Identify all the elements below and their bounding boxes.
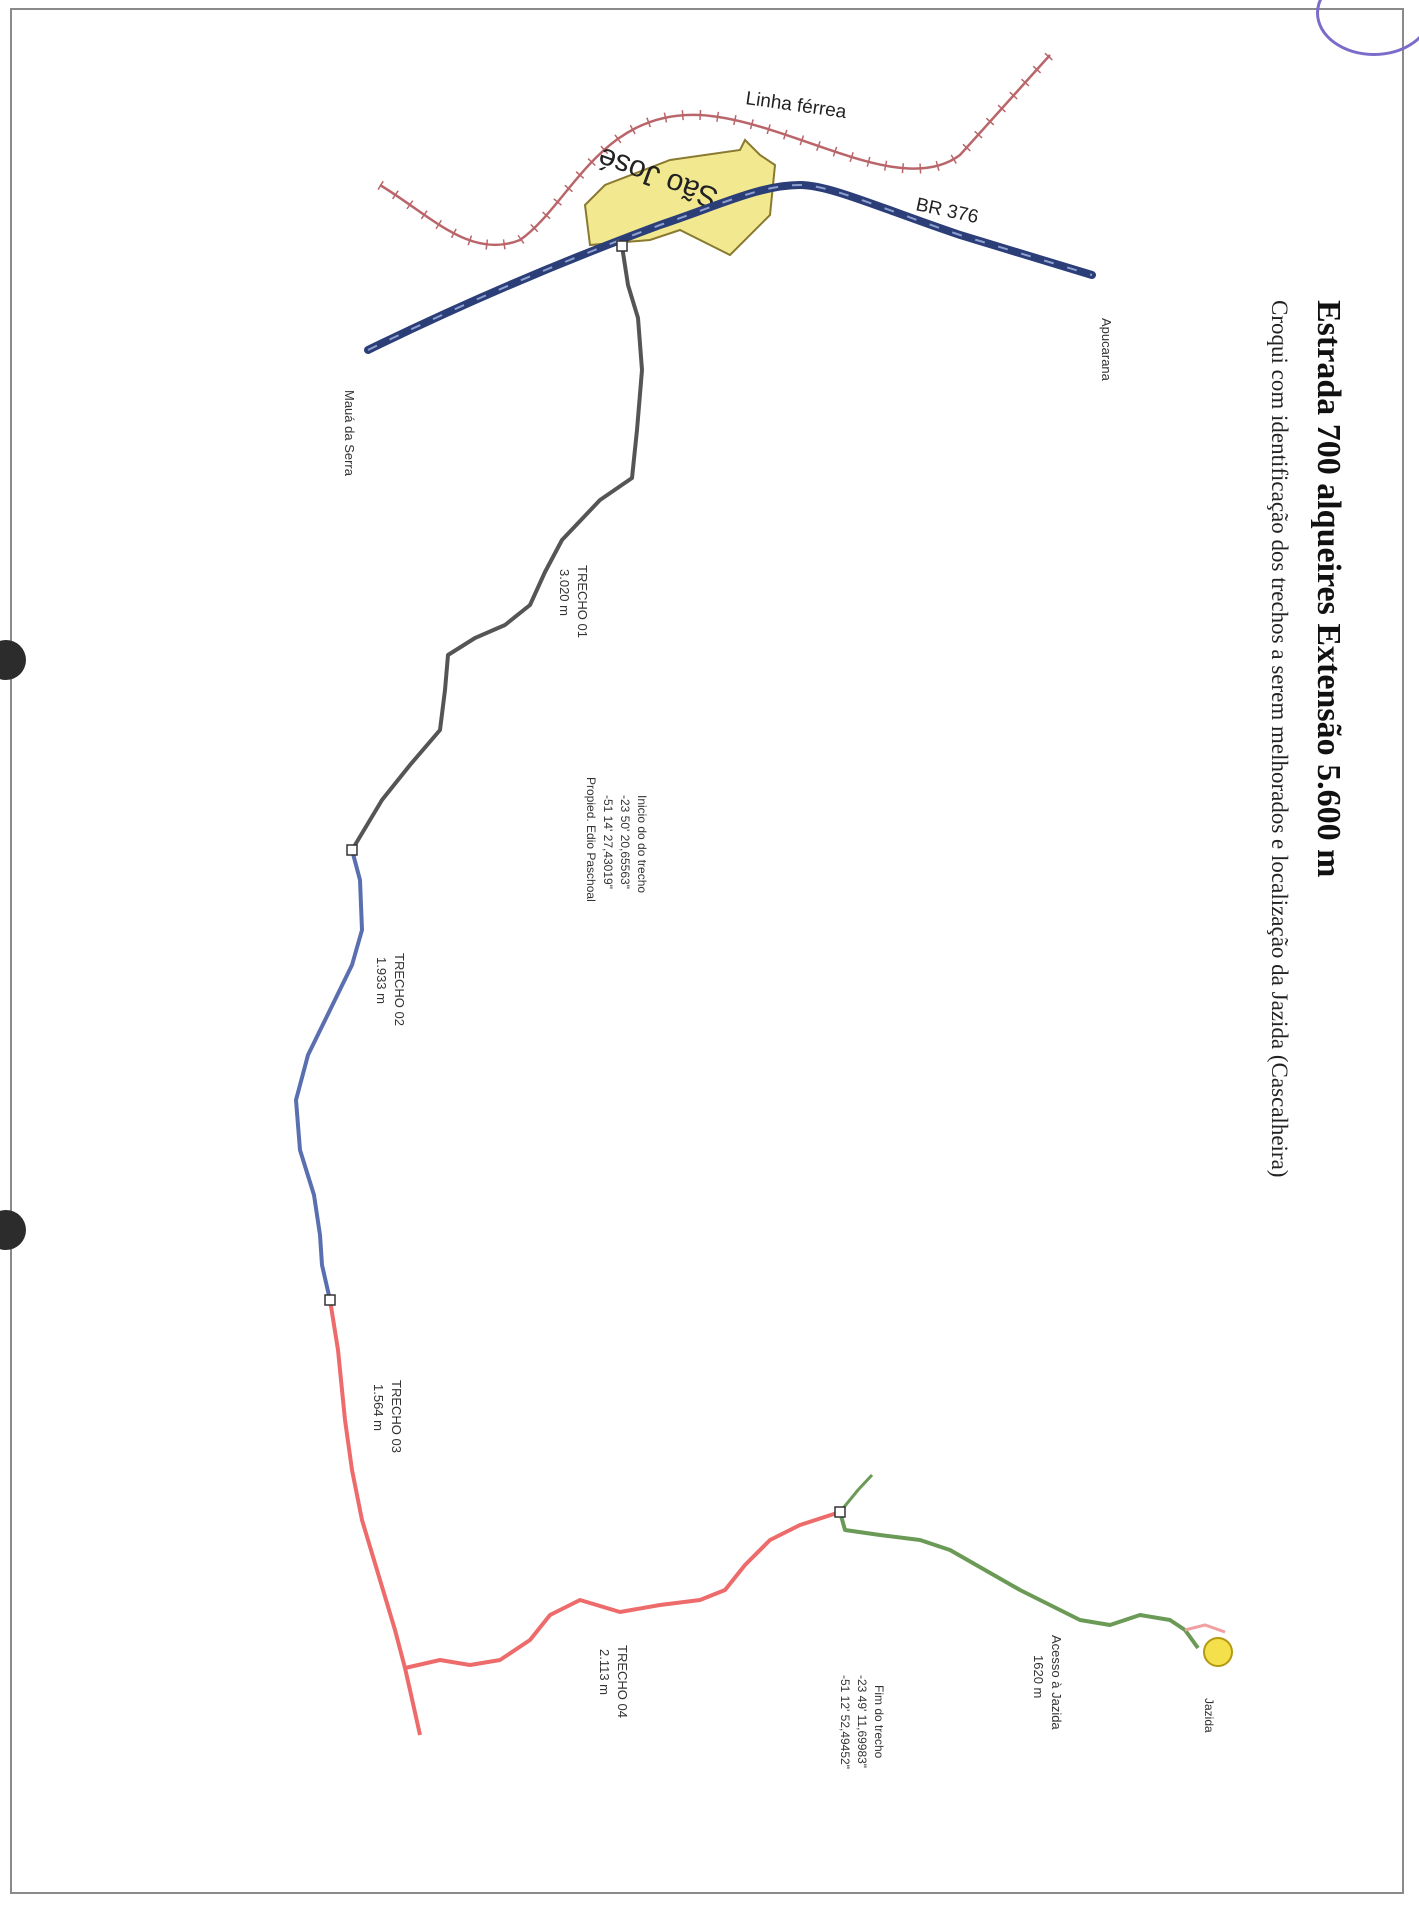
node-start-trecho-02 [346, 844, 358, 856]
label-acesso-jazida: Acesso à Jazida 1620 m [1031, 1635, 1064, 1730]
node-start-trecho-03 [324, 1294, 336, 1306]
node-end-trecho [834, 1506, 846, 1518]
acesso-name: Acesso à Jazida [1049, 1635, 1064, 1730]
highway-centerline [367, 183, 1093, 351]
segment-trecho-03 [328, 1299, 422, 1736]
segment-trecho-04 [404, 1510, 841, 1670]
end-point-lon: -51 12' 52,49452" [838, 1675, 852, 1769]
start-point-label: Inicio do do trecho [635, 795, 649, 893]
jazida-marker [1203, 1637, 1233, 1667]
node-start-trecho-01 [616, 240, 628, 252]
access-spur [838, 1473, 874, 1513]
start-point-owner: Propied. Edio Paschoal [584, 777, 598, 902]
town-sao-jose [583, 138, 777, 257]
label-trecho-04: TRECHO 04 2.113 m [597, 1645, 630, 1718]
railway-label: Linha férrea [744, 88, 848, 123]
end-point-lat: -23 49' 11,69983" [855, 1675, 869, 1768]
acesso-length: 1620 m [1031, 1655, 1046, 1698]
segment-trecho-02 [294, 849, 364, 1301]
segment-acesso-jazida [838, 1511, 1200, 1650]
label-trecho-01: TRECHO 01 3.020 m [557, 565, 590, 638]
end-point-label: Fim do trecho [872, 1685, 886, 1759]
map-title: Estrada 700 alqueires Extensão 5.600 m [1310, 300, 1347, 877]
map-subtitle: Croqui com identificação dos trechos a s… [1267, 300, 1292, 1177]
label-trecho-02: TRECHO 02 1.933 m [374, 953, 407, 1026]
trecho-04-length: 2.113 m [597, 1649, 612, 1695]
trecho-01-length: 3.020 m [557, 569, 572, 616]
segment-trecho-01 [350, 245, 644, 852]
trecho-02-length: 1.933 m [374, 957, 389, 1004]
start-point-lon: -51 14' 27,43019" [601, 795, 615, 889]
trecho-01-name: TRECHO 01 [575, 565, 590, 638]
start-point-lat: -23 50' 20,65563" [618, 795, 632, 889]
trecho-03-length: 1.564 m [371, 1384, 386, 1431]
page-frame [10, 0, 1419, 1894]
trecho-03-name: TRECHO 03 [389, 1380, 404, 1453]
railway-line [379, 54, 1051, 247]
label-trecho-03: TRECHO 03 1.564 m [371, 1380, 404, 1453]
end-point-info: Fim do trecho -23 49' 11,69983" -51 12' … [838, 1675, 886, 1769]
trecho-02-name: TRECHO 02 [392, 953, 407, 1026]
place-label-apucarana: Apucarana [1099, 318, 1114, 382]
start-point-info: Inicio do do trecho -23 50' 20,65563" -5… [584, 777, 649, 902]
place-label-maua-da-serra: Mauá da Serra [342, 390, 357, 477]
jazida-link [1184, 1623, 1226, 1634]
trecho-04-name: TRECHO 04 [615, 1645, 630, 1718]
jazida-label: Jazida [1202, 1698, 1216, 1733]
